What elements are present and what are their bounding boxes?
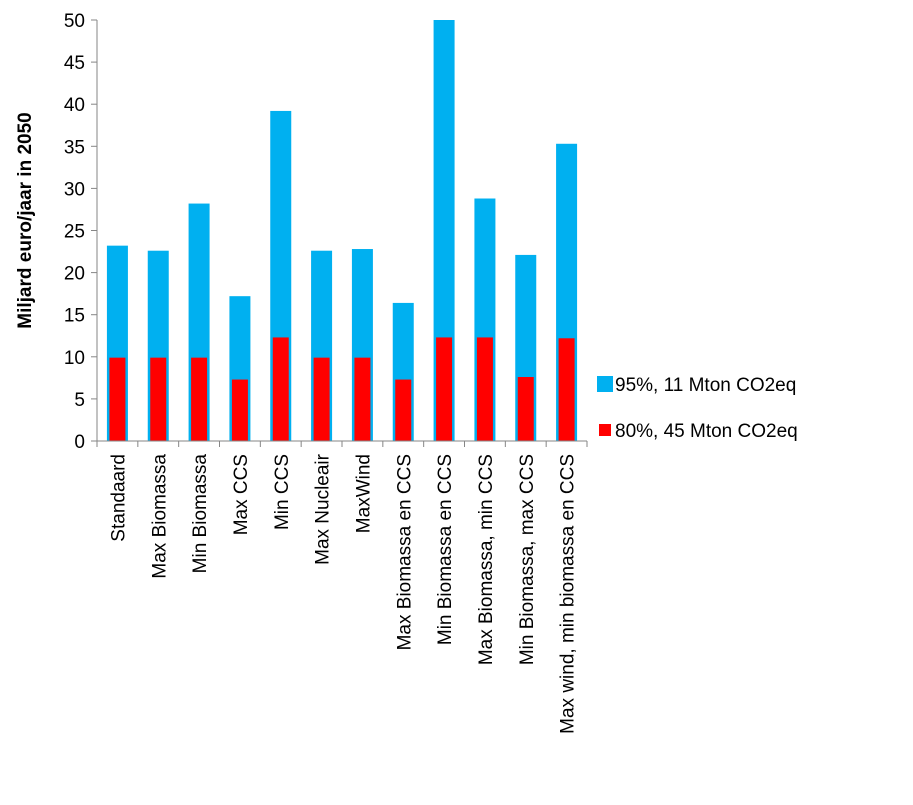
bar-80-percent (354, 357, 371, 441)
bar-80-percent (436, 337, 453, 441)
x-tick-label: Max Nucleair (313, 453, 334, 565)
y-tick-label: 5 (74, 390, 85, 411)
bar-80-percent (150, 357, 167, 441)
y-tick-label: 20 (64, 264, 85, 285)
bar-80-percent (558, 338, 575, 441)
y-tick-label: 30 (64, 179, 85, 200)
y-tick-label: 40 (64, 95, 85, 116)
y-tick-label: 15 (64, 306, 85, 327)
y-tick-label: 0 (74, 432, 85, 453)
y-tick-label: 25 (64, 222, 85, 243)
legend-label: 95%, 11 Mton CO2eq (615, 375, 796, 396)
x-tick-label: MaxWind (353, 454, 374, 533)
axes-layer (96, 20, 587, 442)
bar-80-percent (476, 337, 493, 441)
x-tick-label: Max CCS (231, 454, 252, 535)
legend-swatch (599, 424, 611, 436)
x-tick-label: Standaard (108, 454, 129, 542)
x-tick-label: Max wind, min biomassa en CCS (558, 454, 579, 734)
bar-80-percent (272, 337, 289, 441)
legend: 95%, 11 Mton CO2eq 80%, 45 Mton CO2eq (597, 375, 798, 442)
y-tick-label: 10 (64, 348, 85, 369)
bar-80-percent (191, 357, 208, 441)
x-tick-label: Max Biomassa, min CCS (476, 454, 497, 665)
y-axis-title: Miljard euro/jaar in 2050 (15, 112, 36, 328)
x-tick-labels: Standaard Max Biomassa Min Biomassa Max CCS… (108, 453, 578, 733)
x-tick-label: Min CCS (272, 454, 293, 530)
y-tick-label: 45 (64, 53, 85, 74)
bar-80-percent (109, 357, 126, 441)
bar-80-percent (395, 379, 412, 441)
bar-80-percent (231, 379, 248, 441)
x-tick-label: Max Biomassa en CCS (394, 454, 415, 650)
legend-swatch (597, 376, 613, 392)
bar-80-percent (313, 357, 330, 441)
x-tick-label: Max Biomassa (149, 454, 170, 579)
x-tick-label: Min Biomassa, max CCS (517, 454, 538, 665)
y-tick-label: 35 (64, 137, 85, 158)
y-ticks: 0 5 10 15 20 25 30 35 40 45 50 (64, 11, 97, 453)
y-tick-label: 50 (64, 11, 85, 32)
legend-label: 80%, 45 Mton CO2eq (615, 421, 798, 442)
bar-80-percent (517, 377, 534, 441)
bars-layer (106, 20, 578, 442)
x-tick-label: Min Biomassa en CCS (435, 454, 456, 645)
bar-95-percent (433, 20, 455, 441)
x-ticks (96, 441, 588, 447)
x-tick-label: Min Biomassa (190, 454, 211, 574)
